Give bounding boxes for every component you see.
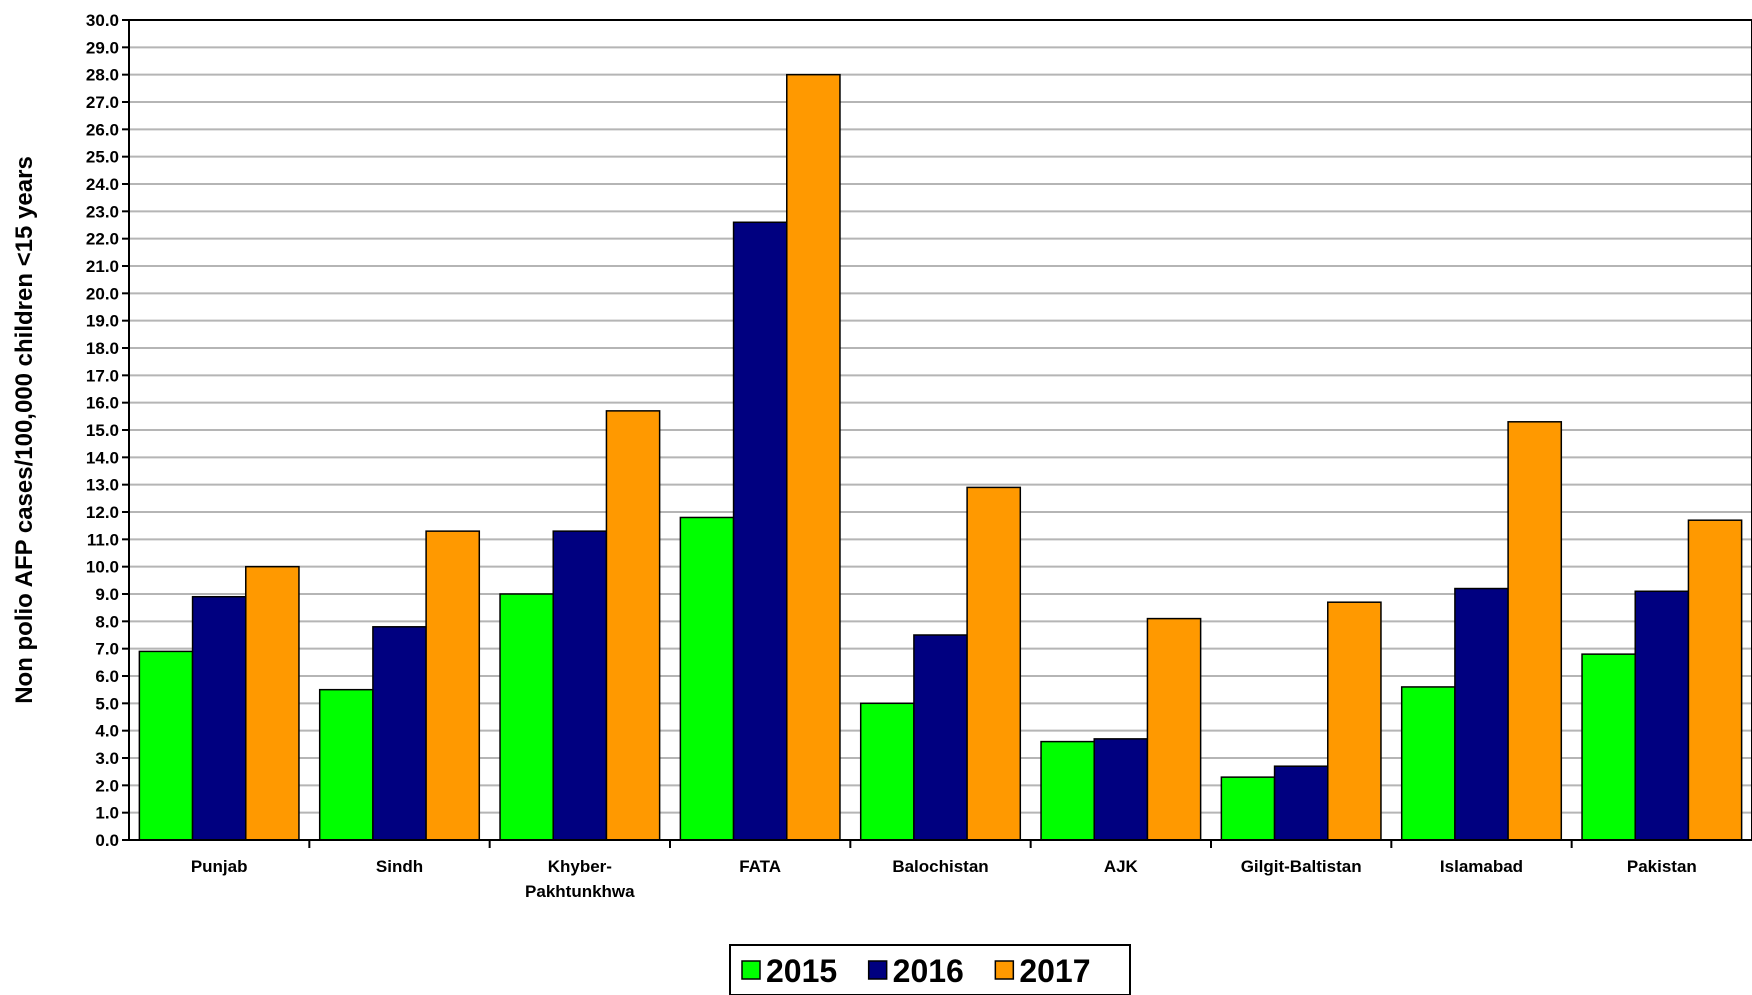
x-category-label: AJK — [1104, 857, 1139, 876]
y-tick-label: 5.0 — [95, 694, 119, 713]
y-tick-label: 9.0 — [95, 585, 119, 604]
bar-2017 — [1687, 519, 1743, 841]
bar-2016 — [1634, 590, 1690, 841]
bar-2016 — [1454, 587, 1509, 841]
y-tick-label: 16.0 — [86, 394, 119, 413]
bar-2015 — [1040, 740, 1095, 841]
y-tick-label: 12.0 — [86, 503, 119, 522]
bar-2015 — [1220, 776, 1276, 841]
y-tick-label: 13.0 — [86, 476, 119, 495]
legend-swatch-2016 — [867, 960, 888, 980]
plot-frame — [128, 19, 1752, 841]
legend-box — [729, 944, 1131, 995]
x-category-label: FATA — [739, 857, 781, 876]
x-category-label: Gilgit-Baltistan — [1241, 857, 1362, 876]
bar-2017 — [1507, 421, 1563, 841]
y-tick-label: 26.0 — [86, 120, 119, 139]
y-tick-label: 1.0 — [95, 804, 119, 823]
bar-2017 — [1146, 617, 1202, 841]
x-category-label: Punjab — [191, 857, 248, 876]
y-tick-label: 2.0 — [95, 776, 119, 795]
bar-2016 — [191, 595, 247, 841]
y-tick-label: 19.0 — [86, 312, 119, 331]
bar-2017 — [786, 73, 841, 841]
x-category-label: Khyber- — [548, 857, 612, 876]
bar-2015 — [499, 593, 554, 841]
x-category-label: Balochistan — [892, 857, 988, 876]
y-tick-label: 27.0 — [86, 93, 119, 112]
bar-2016 — [1273, 765, 1329, 841]
y-tick-label: 7.0 — [95, 640, 119, 659]
y-axis-label: Non polio AFP cases/100,000 children <15… — [11, 156, 38, 704]
y-tick-label: 25.0 — [86, 148, 119, 167]
bar-2017 — [605, 410, 661, 841]
y-tick-label: 29.0 — [86, 38, 119, 57]
bar-2017 — [966, 486, 1022, 841]
bar-2015 — [679, 516, 735, 841]
y-tick-label: 4.0 — [95, 722, 119, 741]
bar-2015 — [1581, 653, 1636, 841]
bar-2015 — [1400, 686, 1456, 841]
legend-label-2017: 2017 — [1019, 953, 1090, 989]
y-tick-label: 0.0 — [95, 831, 119, 850]
bar-2015 — [138, 650, 194, 841]
x-category-label: Islamabad — [1440, 857, 1523, 876]
legend-swatch-2015 — [741, 960, 761, 980]
bars — [138, 73, 1743, 841]
y-tick-label: 28.0 — [86, 66, 119, 85]
x-category-labels: Punjab Sindh Khyber- Pakhtunkhwa FATA Balochi… — [191, 857, 1697, 901]
y-tick-label: 30.0 — [86, 11, 119, 30]
y-tick-label: 22.0 — [86, 230, 119, 249]
y-tick-label: 8.0 — [95, 612, 119, 631]
bar-2016 — [1093, 738, 1149, 841]
legend: 2015 2016 2017 — [729, 944, 1131, 995]
bar-2015 — [318, 688, 374, 841]
bar-2016 — [372, 626, 427, 841]
y-tick-label: 6.0 — [95, 667, 119, 686]
x-category-label: Sindh — [376, 857, 423, 876]
y-tick-label: 17.0 — [86, 366, 119, 385]
y-tick-label: 18.0 — [86, 339, 119, 358]
x-category-label: Pakistan — [1627, 857, 1697, 876]
y-tick-label: 11.0 — [87, 530, 119, 549]
bar-2016 — [552, 530, 608, 841]
bar-2015 — [859, 702, 915, 841]
y-tick-label: 3.0 — [95, 749, 119, 768]
y-tick-label: 10.0 — [86, 558, 119, 577]
legend-label-2016: 2016 — [893, 953, 964, 989]
x-category-label: Pakhtunkhwa — [525, 882, 635, 901]
y-tick-labels: 0.0 1.0 2.0 3.0 4.0 5.0 6.0 7.0 8.0 9.0 10.0 11.0 12… — [86, 11, 119, 850]
legend-label-2015: 2015 — [766, 953, 837, 989]
bar-2016 — [732, 221, 788, 841]
bar-2016 — [913, 634, 968, 841]
y-tick-label: 21.0 — [86, 257, 119, 276]
bar-2017 — [245, 565, 300, 841]
y-tick-label: 14.0 — [86, 448, 119, 467]
y-tick-label: 20.0 — [86, 284, 119, 303]
y-tick-label: 23.0 — [86, 202, 119, 221]
legend-swatch-2017 — [994, 960, 1015, 980]
bar-2017 — [1327, 601, 1382, 841]
bar-2017 — [425, 530, 481, 841]
axes — [122, 19, 1752, 848]
y-tick-label: 24.0 — [86, 175, 119, 194]
y-tick-label: 15.0 — [86, 421, 119, 440]
